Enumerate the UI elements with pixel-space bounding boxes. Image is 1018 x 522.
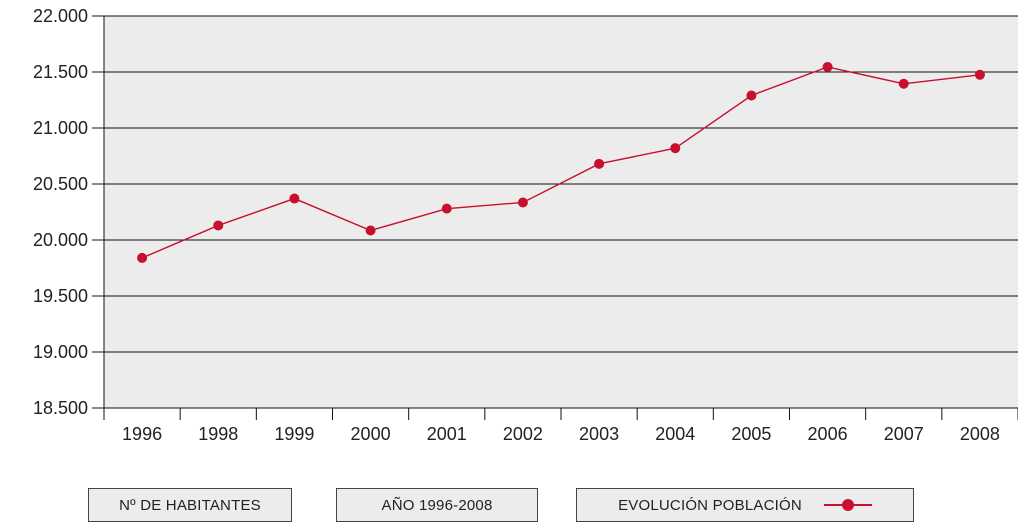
- x-tick-label: 2008: [960, 424, 1000, 444]
- x-tick-label: 2000: [351, 424, 391, 444]
- data-point: [289, 193, 300, 204]
- x-tick-label: 2001: [427, 424, 467, 444]
- legend-line-marker-icon: [823, 499, 872, 511]
- data-point: [822, 61, 833, 72]
- x-tick-label: 2007: [884, 424, 924, 444]
- x-tick-label: 1999: [274, 424, 314, 444]
- legend-evolucion: EVOLUCIÓN POBLACIÓN: [576, 488, 914, 522]
- data-point: [670, 143, 681, 154]
- plot-area: [104, 16, 1018, 408]
- data-point: [594, 158, 605, 169]
- y-tick-label: 20.500: [33, 174, 88, 194]
- data-point: [213, 220, 224, 231]
- x-tick-label: 1996: [122, 424, 162, 444]
- x-axis-ticks: 1996 1998 1999 2000 2001 2002 2003 2004 2005 2006…: [103, 408, 1018, 444]
- data-points: [137, 61, 985, 263]
- data-point: [517, 197, 528, 208]
- data-point: [365, 225, 376, 236]
- data-point: [974, 69, 985, 80]
- y-tick-label: 20.000: [33, 230, 88, 250]
- legend-habitantes: Nº DE HABITANTES: [88, 488, 292, 522]
- y-tick-label: 22.000: [33, 6, 88, 26]
- x-tick-label: 2004: [655, 424, 695, 444]
- data-point: [441, 203, 452, 214]
- line-chart: 18.500 19.000 19.500 20.000 20.500 21.000 21.5…: [33, 6, 1018, 444]
- y-tick-label: 19.000: [33, 342, 88, 362]
- legend-evolucion-label: EVOLUCIÓN POBLACIÓN: [618, 496, 802, 514]
- data-point: [898, 78, 909, 89]
- x-tick-label: 2002: [503, 424, 543, 444]
- gridlines: [92, 15, 1018, 409]
- y-axis-ticks: 18.500 19.000 19.500 20.000 20.500 21.000 21.5…: [33, 6, 88, 418]
- legend-anos-label: AÑO 1996-2008: [381, 496, 493, 514]
- x-tick-label: 2003: [579, 424, 619, 444]
- data-point: [746, 90, 757, 101]
- series-line-evolucion-poblacion: [141, 66, 980, 259]
- x-tick-label: 1998: [198, 424, 238, 444]
- legend-habitantes-label: Nº DE HABITANTES: [119, 496, 261, 514]
- y-tick-label: 18.500: [33, 398, 88, 418]
- x-tick-label: 2006: [808, 424, 848, 444]
- x-tick-label: 2005: [731, 424, 771, 444]
- y-tick-label: 21.000: [33, 118, 88, 138]
- legend-anos: AÑO 1996-2008: [336, 488, 538, 522]
- y-tick-label: 21.500: [33, 62, 88, 82]
- data-point: [137, 252, 148, 263]
- y-tick-label: 19.500: [33, 286, 88, 306]
